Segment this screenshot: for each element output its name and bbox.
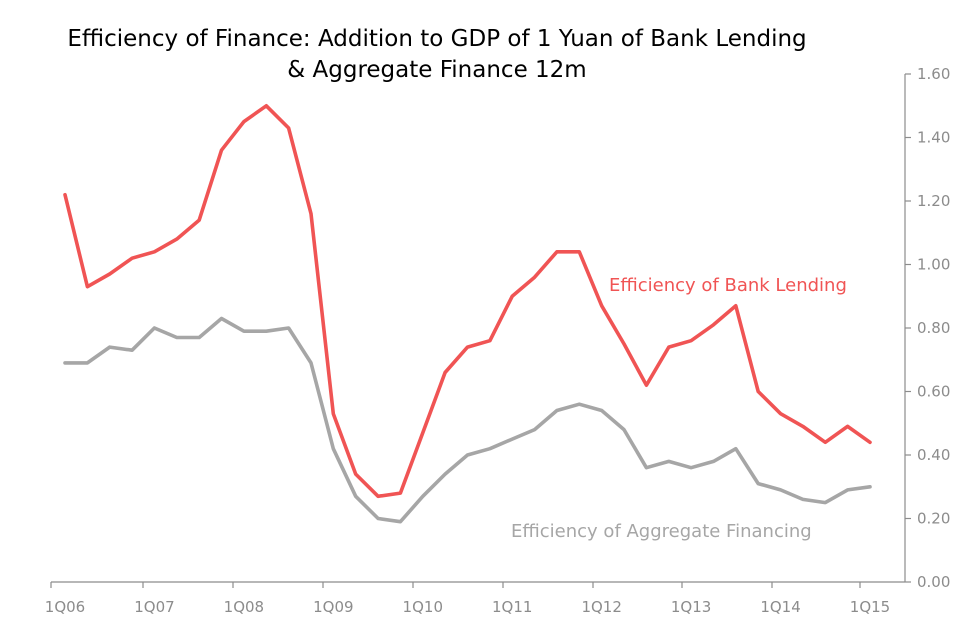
x-tick-label: 1Q11 [492, 598, 532, 616]
y-tick-label: 0.20 [917, 510, 950, 528]
x-tick-label: 1Q13 [671, 598, 711, 616]
x-tick-label: 1Q07 [134, 598, 174, 616]
y-axis-ticks: 0.00 0.20 0.40 0.60 0.80 1.00 1.20 1.40 1.60 [905, 65, 950, 591]
x-axis-ticks: 1Q06 1Q07 1Q08 1Q09 1Q10 1Q11 1Q12 1Q13 1Q14 1Q15 [45, 582, 890, 616]
y-tick-label: 0.80 [917, 319, 950, 337]
chart-title-line1: Efficiency of Finance: Addition to GDP o… [67, 26, 806, 52]
x-tick-label: 1Q08 [224, 598, 264, 616]
series-label-aggregate-financing: Efficiency of Aggregate Financing [511, 521, 812, 542]
y-tick-label: 0.40 [917, 446, 950, 464]
x-tick-label: 1Q14 [760, 598, 800, 616]
x-tick-label: 1Q09 [313, 598, 353, 616]
y-tick-label: 0.60 [917, 383, 950, 401]
x-tick-label: 1Q12 [581, 598, 621, 616]
x-tick-label: 1Q06 [45, 598, 85, 616]
y-tick-label: 1.20 [917, 192, 950, 210]
series-label-bank-lending: Efficiency of Bank Lending [609, 275, 847, 296]
series-lines [63, 104, 872, 524]
x-tick-label: 1Q15 [850, 598, 890, 616]
y-tick-label: 0.00 [917, 573, 950, 591]
x-tick-label: 1Q10 [403, 598, 443, 616]
chart-title-line2: & Aggregate Finance 12m [287, 57, 586, 83]
y-tick-label: 1.00 [917, 256, 950, 274]
y-tick-label: 1.40 [917, 129, 950, 147]
y-tick-label: 1.60 [917, 65, 950, 83]
series-line-bank-lending [63, 104, 872, 499]
series-line-aggregate-financing [63, 316, 872, 524]
